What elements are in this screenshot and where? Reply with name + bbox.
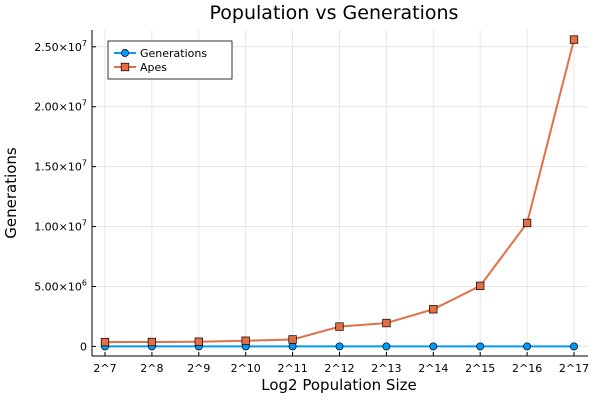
- data-point-circle: [382, 342, 391, 351]
- x-tick-label: 2^15: [465, 362, 495, 375]
- series-apes: [100, 35, 579, 347]
- data-point-circle: [523, 342, 532, 351]
- data-point-square: [429, 305, 438, 314]
- y-tick-label: 5.00×106: [34, 278, 87, 293]
- x-tick-label: 2^9: [187, 362, 210, 375]
- data-point-square: [288, 335, 297, 344]
- x-tick-label: 2^11: [277, 362, 307, 375]
- x-tick-label: 2^10: [231, 362, 261, 375]
- y-tick-label: 2.00×107: [34, 99, 87, 114]
- x-axis-title: Log2 Population Size: [261, 376, 416, 394]
- y-tick-label: 2.50×107: [34, 39, 87, 54]
- data-point-square: [147, 337, 157, 347]
- x-tick-label: 2^8: [140, 362, 163, 375]
- data-point-square: [569, 35, 579, 44]
- data-point-square: [241, 336, 250, 345]
- y-tick-label: 1.50×107: [34, 159, 87, 174]
- data-point-square: [476, 281, 485, 291]
- x-tick-label: 2^16: [512, 362, 542, 375]
- legend-label: Apes: [140, 61, 167, 74]
- x-tick-label: 2^12: [324, 362, 354, 375]
- x-tick-label: 2^13: [371, 362, 401, 375]
- legend-item: Apes: [114, 61, 167, 74]
- x-tick-label: 2^14: [418, 362, 448, 375]
- data-point-circle: [429, 342, 438, 351]
- data-point-circle: [335, 342, 344, 351]
- data-point-square: [335, 322, 344, 331]
- legend-item: Generations: [114, 47, 207, 60]
- legend-marker-circle: [121, 49, 129, 57]
- y-axis-title: Generations: [2, 147, 20, 239]
- legend-label: Generations: [140, 47, 207, 60]
- x-tick-label: 2^7: [93, 362, 116, 375]
- data-point-circle: [570, 342, 578, 351]
- data-point-circle: [476, 342, 485, 351]
- data-point-square: [522, 218, 532, 228]
- x-tick-label: 2^17: [559, 362, 589, 375]
- legend-marker-square: [120, 62, 130, 72]
- y-tick-label: 0: [80, 340, 87, 353]
- data-point-circle: [288, 342, 297, 351]
- data-point-square: [194, 337, 203, 346]
- legend-box: [107, 40, 233, 80]
- chart-title: Population vs Generations: [210, 2, 459, 24]
- series-generations: [101, 342, 578, 351]
- data-point-square: [100, 337, 110, 347]
- axes: 2^7 2^8 2^9 2^10 2^11 2^12 2^13 2^14 2^15 2^16 2^1…: [34, 30, 589, 375]
- y-tick-label: 1.00×107: [34, 219, 87, 234]
- series-layer: [100, 35, 579, 351]
- data-point-square: [382, 318, 391, 328]
